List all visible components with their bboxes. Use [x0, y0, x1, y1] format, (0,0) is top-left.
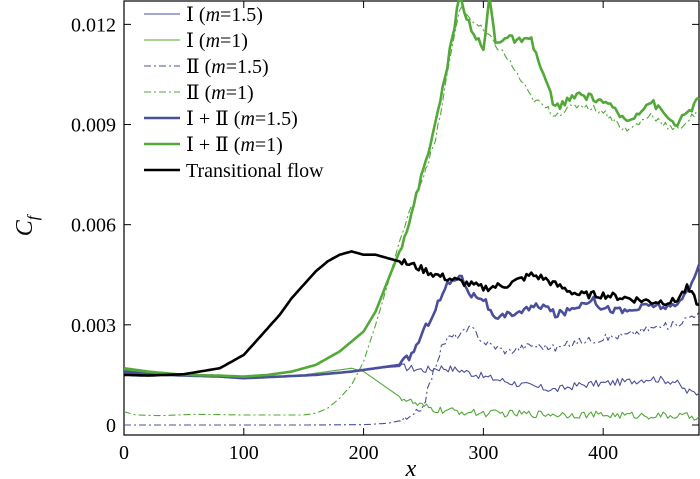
y-tick-label: 0 — [106, 415, 116, 437]
legend-label: Ⅰ (m=1.5) — [186, 4, 263, 26]
series-line-7 — [123, 250, 700, 377]
y-axis-label-subscript: f — [25, 213, 42, 220]
legend-label: Transitional flow — [186, 160, 324, 182]
y-tick-label: 0.012 — [71, 14, 116, 36]
svg-text:Cf: Cf — [12, 213, 42, 236]
axes-layer: 0 100 200 300 400 0 0.003 0.006 0.009 0.012 — [71, 1, 699, 464]
series-layer — [123, 0, 700, 426]
x-tick-label: 100 — [229, 442, 259, 464]
legend-label: Ⅰ + Ⅱ (m=1) — [186, 134, 283, 156]
y-tick-label: 0.003 — [71, 315, 116, 337]
legend-label: Ⅰ (m=1) — [186, 30, 248, 52]
series-line-4 — [123, 6, 700, 417]
x-axis-label: x — [405, 456, 417, 479]
plot-frame — [123, 0, 700, 436]
legend: Ⅰ (m=1.5) Ⅰ (m=1) Ⅱ (m=1.5) Ⅱ (m=1) Ⅰ + Ⅱ (m… — [144, 4, 324, 182]
legend-label: Ⅰ + Ⅱ (m=1.5) — [186, 108, 298, 130]
series-line-5 — [123, 264, 700, 380]
y-tick-label: 0.009 — [71, 115, 116, 137]
y-axis-label-main: C — [12, 219, 38, 236]
legend-label: Ⅱ (m=1.5) — [186, 56, 269, 78]
series-line-6 — [123, 0, 700, 378]
y-tick-label: 0.006 — [71, 215, 116, 237]
x-tick-label: 200 — [349, 442, 379, 464]
legend-label: Ⅱ (m=1) — [186, 82, 254, 104]
x-tick-label: 300 — [468, 442, 498, 464]
series-line-3 — [124, 311, 700, 426]
x-tick-label: 0 — [119, 442, 129, 464]
y-axis-label: Cf — [12, 213, 42, 236]
x-tick-label: 400 — [588, 442, 618, 464]
